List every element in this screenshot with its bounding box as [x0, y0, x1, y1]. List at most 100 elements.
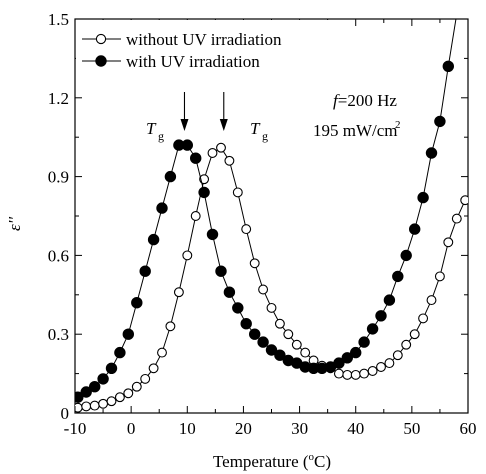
data-point — [451, 213, 462, 224]
data-point — [249, 258, 260, 269]
y-tick-label: 0.6 — [48, 246, 69, 265]
data-point — [417, 191, 429, 204]
data-point — [240, 318, 252, 330]
data-point — [258, 284, 269, 295]
x-tick-label: 20 — [235, 419, 252, 438]
data-point — [131, 381, 142, 392]
data-point — [392, 270, 404, 283]
data-point — [409, 223, 421, 235]
frequency-symbol: f — [333, 91, 340, 110]
data-point — [454, 19, 459, 20]
data-point — [97, 373, 109, 385]
x-axis-title-tail: C) — [314, 452, 331, 471]
data-point — [140, 373, 151, 384]
data-point — [400, 249, 412, 262]
frequency-value: =200 Hz — [338, 91, 398, 110]
data-point — [89, 381, 101, 393]
data-point — [89, 400, 100, 411]
data-point — [392, 350, 403, 361]
legend-label-with-uv: with UV irradiation — [126, 52, 260, 71]
data-point — [426, 295, 437, 306]
y-tick-label: 0.3 — [48, 325, 69, 344]
legend-box — [76, 20, 333, 77]
y-tick-label: 0.9 — [48, 168, 69, 187]
x-tick-label: -10 — [64, 419, 87, 438]
x-tick-label: 0 — [127, 419, 136, 438]
data-point — [434, 115, 446, 128]
data-point — [274, 318, 285, 329]
data-point — [223, 286, 236, 298]
data-point — [157, 347, 167, 358]
data-point — [114, 346, 126, 359]
data-point — [341, 352, 353, 364]
data-point — [265, 344, 278, 356]
data-point — [442, 60, 454, 73]
data-point — [216, 142, 226, 153]
y-tick-label: 1.5 — [48, 10, 69, 29]
data-point — [358, 336, 370, 348]
data-point — [283, 329, 294, 340]
x-tick-label: 30 — [291, 419, 308, 438]
y-tick-label: 1.2 — [48, 89, 69, 108]
data-point — [206, 228, 219, 241]
data-point — [418, 313, 429, 324]
data-point — [190, 211, 201, 221]
data-point — [367, 366, 378, 376]
data-point — [215, 265, 227, 277]
legend-marker-with-uv — [95, 55, 107, 67]
y-tick-label: 0 — [61, 404, 70, 423]
data-point — [114, 392, 125, 403]
data-point — [232, 302, 244, 314]
data-point — [384, 358, 395, 369]
data-point — [207, 148, 218, 158]
data-point — [98, 398, 109, 409]
data-point — [190, 152, 202, 164]
legend: without UV irradiation with UV irradiati… — [76, 20, 333, 77]
data-point — [182, 250, 193, 261]
data-point — [122, 328, 135, 340]
series-with-uv — [75, 19, 459, 403]
data-point — [333, 357, 345, 369]
data-point — [80, 386, 92, 398]
legend-label-without-uv: without UV irradiation — [126, 30, 282, 49]
x-axis-title: Temperature (oC) — [213, 451, 331, 471]
data-point — [266, 302, 277, 313]
data-point — [106, 396, 117, 407]
tg-label-left: T — [146, 119, 157, 138]
data-point — [131, 297, 143, 309]
data-point — [425, 147, 438, 159]
data-point — [375, 310, 387, 322]
data-point — [75, 391, 84, 403]
data-point — [366, 323, 379, 335]
power-label: 195 mW/cm — [313, 121, 398, 140]
x-axis-title-sup: o — [309, 451, 315, 463]
series-without-uv — [75, 142, 468, 413]
data-point — [300, 347, 311, 358]
data-point — [274, 349, 286, 361]
tg-label-right: T — [250, 119, 261, 138]
data-point — [241, 224, 252, 235]
data-point — [359, 368, 370, 379]
tg-sub-right: g — [262, 129, 268, 143]
data-point — [434, 271, 445, 282]
data-point — [156, 202, 168, 214]
series-line — [77, 147, 466, 409]
tg-sub-left: g — [158, 129, 164, 143]
data-point — [333, 368, 344, 379]
series-layer — [75, 19, 468, 413]
data-point — [81, 401, 92, 412]
data-point — [409, 329, 420, 340]
data-point — [105, 362, 118, 374]
x-tick-label: 50 — [403, 419, 420, 438]
data-point — [291, 339, 302, 350]
data-point — [376, 362, 386, 372]
data-point — [147, 233, 160, 246]
legend-marker-without-uv — [95, 33, 107, 45]
tg-arrows — [180, 92, 228, 131]
power-superscript: 2 — [395, 119, 401, 131]
data-point — [460, 195, 468, 206]
data-point — [181, 139, 194, 151]
tg-arrow-head — [180, 119, 189, 131]
data-point — [139, 265, 151, 277]
